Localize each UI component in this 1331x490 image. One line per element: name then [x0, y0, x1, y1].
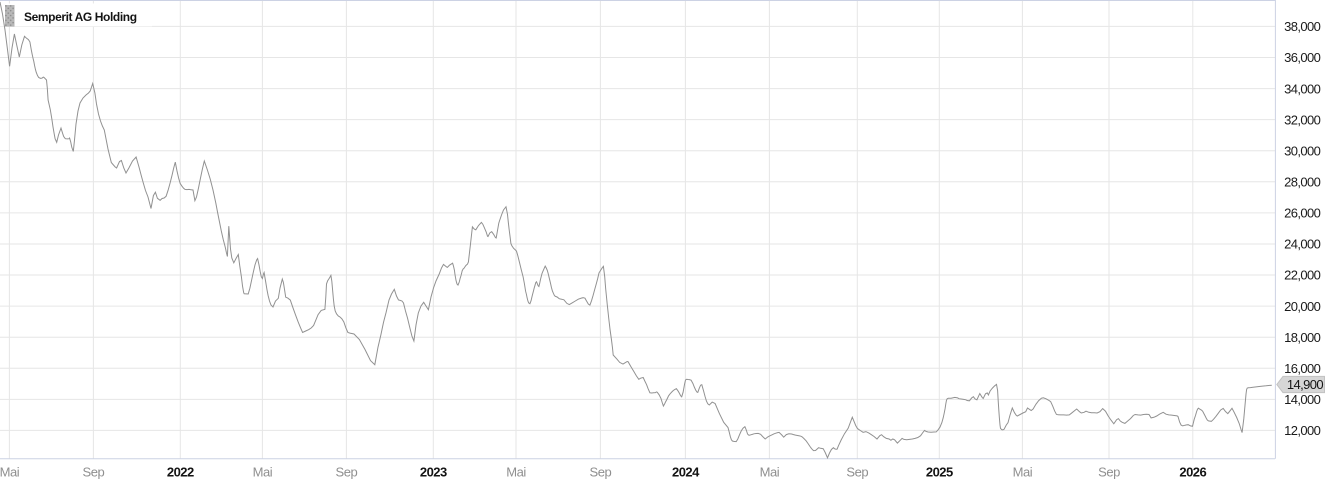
svg-text:32,000: 32,000 — [1284, 112, 1321, 127]
svg-text:Mai: Mai — [760, 465, 780, 480]
svg-text:Mai: Mai — [1013, 465, 1033, 480]
svg-text:12,000: 12,000 — [1284, 423, 1321, 438]
svg-text:20,000: 20,000 — [1284, 299, 1321, 314]
svg-text:2023: 2023 — [420, 465, 447, 480]
svg-text:Sep: Sep — [590, 465, 612, 480]
svg-text:24,000: 24,000 — [1284, 237, 1321, 252]
svg-text:Mai: Mai — [0, 465, 20, 480]
svg-text:Sep: Sep — [846, 465, 868, 480]
svg-text:Sep: Sep — [83, 465, 105, 480]
svg-text:2024: 2024 — [672, 465, 700, 480]
svg-text:Semperit AG Holding: Semperit AG Holding — [24, 10, 137, 24]
svg-text:16,000: 16,000 — [1284, 361, 1321, 376]
svg-text:Mai: Mai — [253, 465, 273, 480]
svg-text:2026: 2026 — [1179, 465, 1206, 480]
svg-text:14,900: 14,900 — [1287, 377, 1324, 392]
svg-text:26,000: 26,000 — [1284, 206, 1321, 221]
svg-text:34,000: 34,000 — [1284, 81, 1321, 96]
svg-text:22,000: 22,000 — [1284, 268, 1321, 283]
svg-text:2025: 2025 — [926, 465, 953, 480]
svg-text:30,000: 30,000 — [1284, 143, 1321, 158]
svg-text:36,000: 36,000 — [1284, 50, 1321, 65]
svg-text:28,000: 28,000 — [1284, 175, 1321, 190]
svg-text:18,000: 18,000 — [1284, 330, 1321, 345]
svg-text:14,000: 14,000 — [1284, 392, 1321, 407]
svg-text:38,000: 38,000 — [1284, 19, 1321, 34]
svg-text:Mai: Mai — [506, 465, 526, 480]
svg-text:Sep: Sep — [1098, 465, 1120, 480]
svg-text:Sep: Sep — [336, 465, 358, 480]
svg-text:2022: 2022 — [167, 465, 194, 480]
